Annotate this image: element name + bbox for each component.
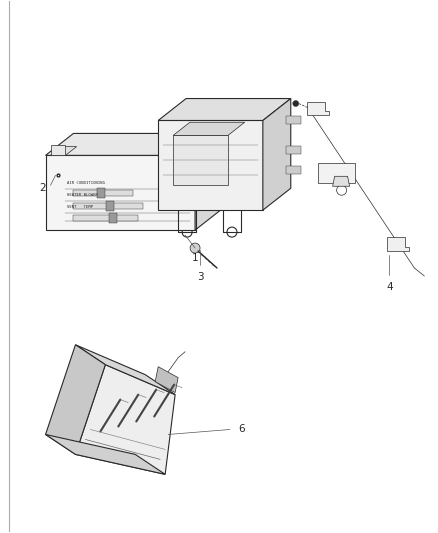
Polygon shape: [195, 133, 223, 230]
Polygon shape: [173, 122, 245, 135]
Polygon shape: [263, 99, 291, 210]
Circle shape: [293, 101, 299, 107]
Polygon shape: [332, 176, 350, 186]
Text: 2: 2: [39, 183, 46, 193]
Polygon shape: [155, 367, 178, 393]
Text: 3: 3: [197, 272, 203, 282]
Polygon shape: [46, 434, 165, 474]
Text: HEATER BLOWER: HEATER BLOWER: [67, 193, 99, 197]
Polygon shape: [46, 155, 195, 230]
Circle shape: [190, 243, 200, 253]
Polygon shape: [110, 213, 117, 223]
Text: VENT   TEMP: VENT TEMP: [67, 205, 94, 209]
Text: AIR CONDITIONING: AIR CONDITIONING: [67, 181, 106, 185]
Circle shape: [50, 191, 68, 209]
Polygon shape: [74, 203, 143, 209]
Polygon shape: [318, 163, 355, 183]
Polygon shape: [106, 201, 114, 211]
Polygon shape: [286, 166, 301, 174]
Polygon shape: [74, 215, 138, 221]
Polygon shape: [50, 147, 77, 155]
Text: 6: 6: [238, 424, 244, 434]
Polygon shape: [46, 345, 106, 455]
Polygon shape: [286, 147, 301, 155]
Polygon shape: [158, 120, 263, 210]
Polygon shape: [50, 146, 66, 155]
Polygon shape: [74, 190, 133, 196]
Circle shape: [194, 119, 213, 139]
Polygon shape: [158, 99, 291, 120]
Polygon shape: [46, 133, 223, 155]
Polygon shape: [173, 135, 228, 185]
Polygon shape: [388, 237, 410, 251]
Polygon shape: [75, 345, 175, 394]
Polygon shape: [286, 117, 301, 124]
Polygon shape: [75, 365, 175, 474]
Polygon shape: [97, 188, 106, 198]
Text: 1: 1: [192, 253, 198, 263]
Text: 4: 4: [386, 282, 393, 292]
Polygon shape: [307, 101, 328, 116]
